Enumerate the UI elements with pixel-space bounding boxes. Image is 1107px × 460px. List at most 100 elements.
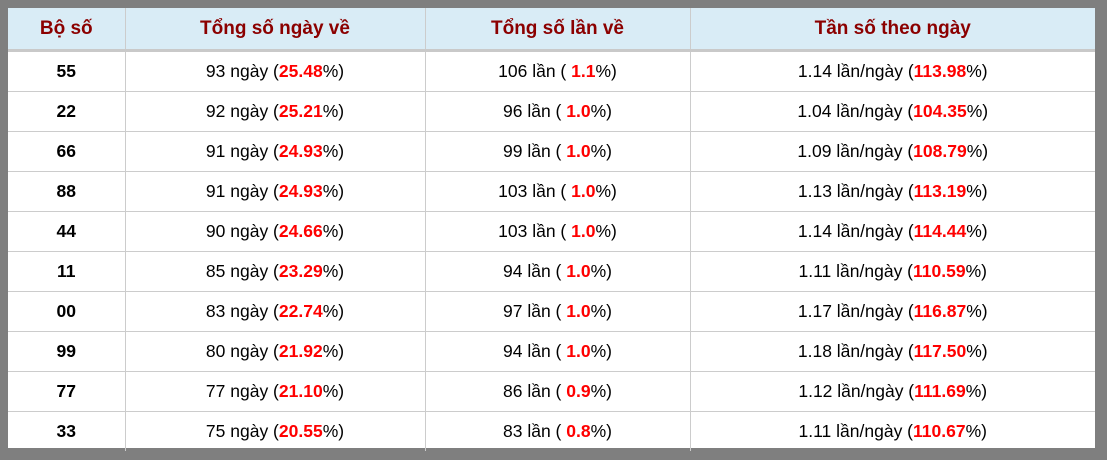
- freq-percent: 108.79: [913, 141, 967, 161]
- table-row: 99 80 ngày (21.92%) 94 lần ( 1.0%) 1.18 …: [8, 331, 1095, 372]
- pair-cell: 11: [8, 251, 125, 292]
- days-text: 91 ngày (: [205, 181, 279, 201]
- times-percent: 1.0: [566, 141, 591, 161]
- times-percent: 0.9: [566, 381, 591, 401]
- col-header-daily-frequency: Tần số theo ngày: [689, 8, 1095, 52]
- times-suffix: %): [590, 141, 612, 161]
- times-text: 106 lần (: [498, 61, 572, 81]
- times-percent: 1.0: [566, 341, 591, 361]
- daily-frequency-cell: 1.13 lần/ngày (113.19%): [689, 171, 1095, 212]
- times-suffix: %): [595, 221, 617, 241]
- days-suffix: %): [322, 421, 345, 441]
- pair-number: 11: [57, 261, 76, 281]
- total-times-cell: 83 lần ( 0.8%): [424, 411, 690, 451]
- freq-text: 1.17 lần/ngày (: [797, 301, 914, 321]
- times-text: 103 lần (: [498, 181, 572, 201]
- freq-suffix: %): [966, 181, 988, 201]
- times-text: 99 lần (: [503, 141, 567, 161]
- freq-suffix: %): [966, 101, 989, 121]
- days-percent: 21.10: [278, 381, 323, 401]
- total-times-cell: 106 lần ( 1.1%): [424, 50, 690, 92]
- daily-frequency-cell: 1.17 lần/ngày (116.87%): [689, 291, 1095, 332]
- freq-suffix: %): [965, 421, 987, 441]
- daily-frequency-cell: 1.14 lần/ngày (113.98%): [689, 50, 1095, 92]
- daily-frequency-cell: 1.14 lần/ngày (114.44%): [689, 211, 1095, 252]
- table-row: 00 83 ngày (22.74%) 97 lần ( 1.0%) 1.17 …: [8, 291, 1095, 332]
- pair-cell: 77: [8, 371, 125, 412]
- times-percent: 1.0: [571, 221, 596, 241]
- days-percent: 24.93: [278, 141, 323, 161]
- days-percent: 23.29: [278, 261, 323, 281]
- table-row: 66 91 ngày (24.93%) 99 lần ( 1.0%) 1.09 …: [8, 131, 1095, 172]
- freq-percent: 104.35: [913, 101, 967, 121]
- pair-number: 44: [56, 221, 76, 241]
- times-suffix: %): [595, 61, 617, 81]
- total-times-cell: 103 lần ( 1.0%): [424, 171, 690, 212]
- times-percent: 1.0: [566, 261, 591, 281]
- freq-suffix: %): [965, 261, 987, 281]
- days-text: 90 ngày (: [205, 221, 279, 241]
- days-suffix: %): [322, 261, 345, 281]
- pair-cell: 00: [8, 291, 125, 332]
- col-header-total-times: Tổng số lần về: [424, 8, 690, 52]
- days-text: 92 ngày (: [205, 101, 279, 121]
- total-days-cell: 91 ngày (24.93%): [124, 171, 425, 212]
- total-days-cell: 83 ngày (22.74%): [124, 291, 425, 332]
- times-percent: 1.0: [566, 301, 591, 321]
- lottery-pair-stats-table: Bộ số Tổng số ngày về Tổng số lần về Tần…: [8, 8, 1095, 451]
- days-percent: 25.21: [278, 101, 323, 121]
- times-text: 96 lần (: [503, 101, 567, 121]
- days-suffix: %): [322, 181, 345, 201]
- freq-percent: 114.44: [913, 221, 967, 241]
- freq-suffix: %): [966, 221, 988, 241]
- daily-frequency-cell: 1.04 lần/ngày (104.35%): [689, 91, 1095, 132]
- freq-text: 1.04 lần/ngày (: [797, 101, 914, 121]
- freq-text: 1.11 lần/ngày (: [798, 421, 914, 441]
- freq-suffix: %): [966, 61, 988, 81]
- daily-frequency-cell: 1.11 lần/ngày (110.67%): [689, 411, 1095, 451]
- table-row: 55 93 ngày (25.48%) 106 lần ( 1.1%) 1.14…: [8, 50, 1095, 92]
- pair-cell: 55: [8, 51, 125, 92]
- freq-percent: 116.87: [913, 301, 967, 321]
- total-times-cell: 99 lần ( 1.0%): [424, 131, 690, 172]
- pair-number: 77: [56, 381, 76, 401]
- table-row: 88 91 ngày (24.93%) 103 lần ( 1.0%) 1.13…: [8, 171, 1095, 212]
- times-text: 86 lần (: [503, 381, 567, 401]
- table-row: 11 85 ngày (23.29%) 94 lần ( 1.0%) 1.11 …: [8, 251, 1095, 292]
- times-percent: 0.8: [566, 421, 591, 441]
- freq-percent: 110.67: [913, 421, 966, 441]
- days-text: 91 ngày (: [205, 141, 279, 161]
- times-text: 83 lần (: [503, 421, 567, 441]
- times-text: 97 lần (: [503, 301, 567, 321]
- freq-suffix: %): [966, 341, 988, 361]
- pair-number: 66: [56, 141, 76, 161]
- freq-text: 1.13 lần/ngày (: [797, 181, 914, 201]
- freq-percent: 113.98: [913, 61, 967, 81]
- total-days-cell: 91 ngày (24.93%): [124, 131, 425, 172]
- days-suffix: %): [322, 301, 345, 321]
- total-days-cell: 77 ngày (21.10%): [124, 371, 425, 412]
- days-suffix: %): [322, 381, 345, 401]
- daily-frequency-cell: 1.11 lần/ngày (110.59%): [689, 251, 1095, 292]
- times-text: 94 lần (: [503, 341, 567, 361]
- pair-cell: 88: [8, 171, 125, 212]
- total-days-cell: 75 ngày (20.55%): [124, 411, 425, 451]
- days-percent: 24.93: [278, 181, 323, 201]
- days-text: 83 ngày (: [205, 301, 279, 321]
- times-suffix: %): [590, 301, 612, 321]
- freq-text: 1.18 lần/ngày (: [797, 341, 914, 361]
- pair-cell: 33: [8, 411, 125, 451]
- freq-text: 1.12 lần/ngày (: [798, 381, 915, 401]
- days-percent: 22.74: [278, 301, 323, 321]
- header-row: Bộ số Tổng số ngày về Tổng số lần về Tần…: [8, 8, 1095, 52]
- total-days-cell: 80 ngày (21.92%): [124, 331, 425, 372]
- pair-cell: 22: [8, 91, 125, 132]
- times-percent: 1.0: [566, 101, 591, 121]
- freq-percent: 110.59: [913, 261, 966, 281]
- times-suffix: %): [590, 421, 612, 441]
- total-times-cell: 86 lần ( 0.9%): [424, 371, 690, 412]
- freq-suffix: %): [965, 381, 988, 401]
- times-suffix: %): [590, 381, 612, 401]
- days-percent: 20.55: [278, 421, 323, 441]
- times-suffix: %): [590, 261, 612, 281]
